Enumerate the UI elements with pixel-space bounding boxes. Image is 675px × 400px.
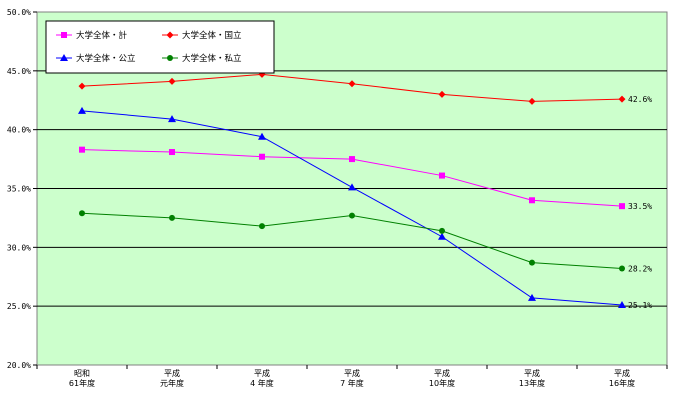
y-tick-label: 30.0% bbox=[7, 243, 31, 252]
data-point bbox=[438, 90, 446, 98]
data-point bbox=[349, 156, 355, 163]
x-tick-label: 4 年度 bbox=[250, 378, 274, 388]
x-tick-label: 13年度 bbox=[519, 378, 545, 388]
x-tick-label: 昭和 bbox=[74, 369, 90, 378]
data-point bbox=[529, 197, 535, 204]
series-group bbox=[78, 70, 626, 308]
legend-item: 大学全体・公立 bbox=[56, 53, 136, 64]
data-point bbox=[78, 106, 86, 114]
x-tick-label: 10年度 bbox=[429, 378, 455, 388]
y-tick-label: 45.0% bbox=[7, 67, 31, 76]
y-tick-label: 40.0% bbox=[7, 126, 31, 135]
x-tick-label: 元年度 bbox=[160, 378, 184, 388]
y-tick-label: 50.0% bbox=[7, 8, 31, 17]
data-point bbox=[619, 203, 625, 210]
data-point bbox=[259, 223, 265, 230]
data-point bbox=[439, 172, 445, 179]
data-point bbox=[348, 183, 356, 191]
data-labels: 33.5% 42.6% 25.1% 28.2% bbox=[628, 95, 652, 310]
series-1 bbox=[78, 70, 626, 105]
data-point bbox=[618, 95, 626, 103]
data-point bbox=[61, 32, 67, 38]
data-point bbox=[78, 82, 86, 90]
data-point bbox=[439, 227, 445, 234]
legend-item: 大学全体・国立 bbox=[162, 30, 242, 41]
data-point bbox=[349, 212, 355, 219]
data-point bbox=[169, 214, 175, 221]
x-tick-label: 平成 bbox=[254, 368, 270, 378]
data-point bbox=[528, 97, 536, 105]
legend-label: 大学全体・公立 bbox=[76, 53, 136, 64]
data-point bbox=[618, 300, 626, 308]
data-point bbox=[166, 31, 174, 39]
x-tick-label: 平成 bbox=[164, 368, 180, 378]
x-tick-label: 平成 bbox=[614, 368, 630, 378]
data-point bbox=[438, 232, 446, 240]
data-label: 25.1% bbox=[628, 301, 652, 310]
x-tick-label: 7 年度 bbox=[340, 378, 364, 388]
y-tick-label: 25.0% bbox=[7, 302, 31, 311]
legend-label: 大学全体・国立 bbox=[182, 30, 242, 41]
series-0 bbox=[79, 146, 625, 210]
series-2 bbox=[78, 106, 626, 308]
data-point bbox=[619, 265, 625, 272]
data-point bbox=[79, 210, 85, 217]
data-label: 42.6% bbox=[628, 95, 652, 104]
series-3 bbox=[79, 210, 625, 272]
data-point bbox=[169, 149, 175, 156]
x-tick-label: 平成 bbox=[524, 368, 540, 378]
x-tick-label: 平成 bbox=[344, 368, 360, 378]
legend-box bbox=[45, 20, 275, 74]
legend-item: 大学全体・計 bbox=[56, 30, 128, 41]
data-point bbox=[167, 55, 173, 61]
x-tick-label: 16年度 bbox=[609, 378, 635, 388]
data-point bbox=[259, 153, 265, 160]
data-point bbox=[258, 132, 266, 140]
data-point bbox=[168, 115, 176, 123]
data-label: 33.5% bbox=[628, 202, 652, 211]
data-point bbox=[168, 77, 176, 85]
data-point bbox=[79, 146, 85, 153]
data-point bbox=[60, 54, 68, 61]
legend-label: 大学全体・計 bbox=[76, 30, 128, 41]
data-point bbox=[348, 80, 356, 88]
data-point bbox=[529, 259, 535, 266]
x-tick-label: 61年度 bbox=[69, 378, 95, 388]
y-tick-label: 20.0% bbox=[7, 361, 31, 370]
legend-item: 大学全体・私立 bbox=[162, 53, 242, 64]
x-tick-label: 平成 bbox=[434, 368, 450, 378]
legend-label: 大学全体・私立 bbox=[182, 53, 242, 64]
data-point bbox=[528, 293, 536, 301]
data-label: 28.2% bbox=[628, 265, 652, 274]
y-axis: 20.0% 25.0% 30.0% 35.0% 40.0% 45.0% 50.0% bbox=[7, 8, 37, 370]
y-tick-label: 35.0% bbox=[7, 185, 31, 194]
